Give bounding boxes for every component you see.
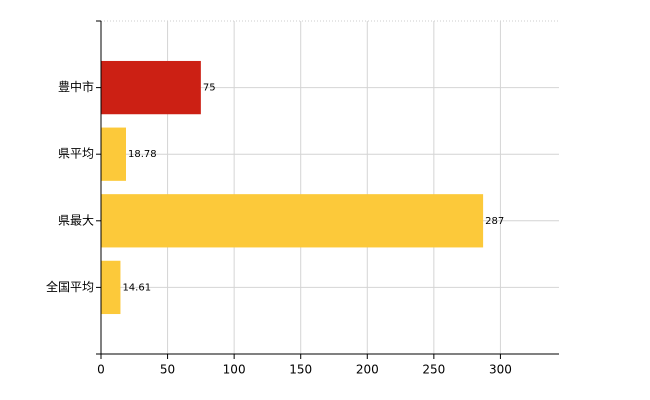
bar — [101, 260, 121, 315]
bar — [101, 60, 201, 115]
bar — [101, 194, 484, 248]
x-tick-label: 0 — [97, 363, 105, 377]
y-tick-label: 全国平均 — [46, 279, 94, 294]
value-label: 287 — [485, 216, 504, 227]
value-label: 75 — [203, 83, 216, 94]
y-tick-label: 県最大 — [58, 213, 94, 227]
x-tick-label: 300 — [489, 363, 512, 377]
y-tick-label: 豊中市 — [58, 79, 94, 94]
y-tick-label: 県平均 — [58, 147, 94, 161]
x-tick-label: 100 — [223, 363, 246, 377]
x-tick-label: 200 — [356, 363, 379, 377]
x-tick-label: 50 — [160, 363, 175, 377]
x-tick-label: 250 — [422, 363, 445, 377]
value-label: 14.61 — [122, 282, 151, 293]
value-label: 18.78 — [128, 149, 157, 160]
bar — [101, 127, 127, 181]
x-tick-label: 150 — [289, 363, 312, 377]
